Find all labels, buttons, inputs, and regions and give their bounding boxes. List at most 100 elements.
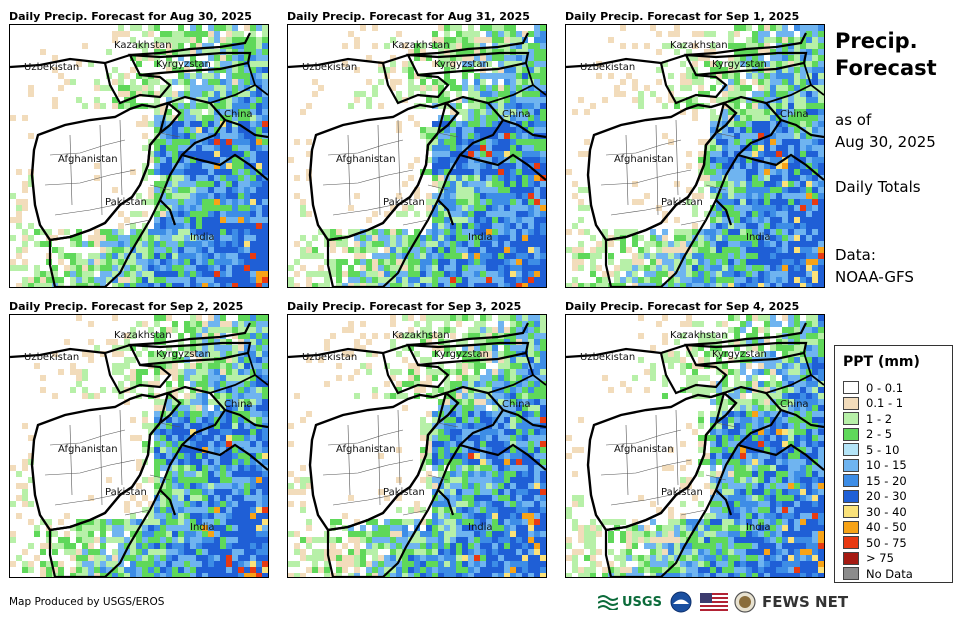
usgs-wave-icon [598,595,618,610]
country-label-kazakhstan: Kazakhstan [392,40,450,51]
country-label-kazakhstan: Kazakhstan [392,330,450,341]
legend-label: 5 - 10 [866,442,900,457]
country-label-kazakhstan: Kazakhstan [670,40,728,51]
noaa-logo-icon [670,591,692,613]
country-label-pakistan: Pakistan [105,487,147,498]
country-label-china: China [780,399,809,410]
country-label-india: India [190,522,215,533]
country-label-china: China [502,109,531,120]
as-of-date: as of Aug 30, 2025 [835,109,936,153]
daily-totals-label: Daily Totals [835,178,921,196]
legend-item: > 75 [843,551,894,566]
legend-label: 50 - 75 [866,535,907,550]
as-of-value: Aug 30, 2025 [835,133,936,151]
legend-item: 0 - 0.1 [843,380,903,395]
legend-swatch [843,505,859,518]
country-label-afghanistan: Afghanistan [58,154,118,165]
country-label-pakistan: Pakistan [661,487,703,498]
country-label-afghanistan: Afghanistan [336,154,396,165]
legend-swatch [843,381,859,394]
logo-strip: USGS FEWS NET [598,590,848,614]
precip-map: Kazakhstan Uzbekistan Kyrgyzstan China A… [287,24,547,288]
country-label-uzbekistan: Uzbekistan [580,62,635,73]
country-label-kazakhstan: Kazakhstan [114,330,172,341]
country-label-china: China [224,399,253,410]
forecast-panel-aug30: Daily Precip. Forecast for Aug 30, 2025 … [9,10,289,295]
legend-item: 15 - 20 [843,473,907,488]
legend-swatch [843,567,859,580]
country-label-afghanistan: Afghanistan [336,444,396,455]
precip-map: Kazakhstan Uzbekistan Kyrgyzstan China A… [9,314,269,578]
country-label-kyrgyzstan: Kyrgyzstan [434,59,489,70]
country-label-china: China [780,109,809,120]
precip-map: Kazakhstan Uzbekistan Kyrgyzstan China A… [565,314,825,578]
data-source: Data: NOAA-GFS [835,244,914,288]
panel-title: Daily Precip. Forecast for Aug 30, 2025 [9,10,252,23]
forecast-title: Precip. Forecast [835,28,937,82]
country-label-kazakhstan: Kazakhstan [114,40,172,51]
country-label-india: India [746,232,771,243]
country-label-uzbekistan: Uzbekistan [302,62,357,73]
precip-map: Kazakhstan Uzbekistan Kyrgyzstan China A… [9,24,269,288]
legend-swatch [843,520,859,534]
legend-swatch [843,443,859,456]
legend-label: 40 - 50 [866,520,907,534]
country-label-afghanistan: Afghanistan [58,444,118,455]
forecast-panel-aug31: Daily Precip. Forecast for Aug 31, 2025 … [287,10,567,295]
legend-swatch [843,474,859,487]
precip-fill [566,315,824,577]
legend-swatch [843,489,859,503]
legend-item: 1 - 2 [843,411,892,426]
legend-item: 40 - 50 [843,520,907,535]
precip-map: Kazakhstan Uzbekistan Kyrgyzstan China A… [565,24,825,288]
country-label-kyrgyzstan: Kyrgyzstan [156,349,211,360]
forecast-panel-sep1: Daily Precip. Forecast for Sep 1, 2025 K… [565,10,845,295]
legend-label: 1 - 2 [866,411,893,426]
panel-title: Daily Precip. Forecast for Sep 1, 2025 [565,10,800,23]
panel-title: Daily Precip. Forecast for Sep 4, 2025 [565,300,800,313]
legend-label: 30 - 40 [866,504,907,519]
legend-item: No Data [843,566,913,581]
precip-fill [566,25,824,287]
country-label-china: China [224,109,253,120]
legend-item: 2 - 5 [843,427,892,442]
forecast-panel-sep4: Daily Precip. Forecast for Sep 4, 2025 K… [565,300,845,585]
legend-swatch [843,458,859,472]
precip-fill [288,315,546,577]
legend-swatch [843,396,859,410]
as-of-label: as of [835,111,872,129]
fews-net-logo: FEWS NET [761,593,849,611]
country-label-pakistan: Pakistan [383,197,425,208]
country-label-uzbekistan: Uzbekistan [24,62,79,73]
country-label-india: India [468,232,493,243]
usaid-seal-icon [734,591,756,613]
country-label-afghanistan: Afghanistan [614,444,674,455]
country-label-pakistan: Pakistan [383,487,425,498]
country-label-china: China [502,399,531,410]
legend-item: 10 - 15 [843,458,907,473]
legend-item: 30 - 40 [843,504,907,519]
legend-label: 20 - 30 [866,489,907,503]
map-credit: Map Produced by USGS/EROS [9,596,165,608]
country-label-uzbekistan: Uzbekistan [580,352,635,363]
legend-item: 20 - 30 [843,489,907,504]
precip-map: Kazakhstan Uzbekistan Kyrgyzstan China A… [287,314,547,578]
country-label-uzbekistan: Uzbekistan [24,352,79,363]
forecast-panel-sep2: Daily Precip. Forecast for Sep 2, 2025 K… [9,300,289,585]
forecast-title-line1: Precip. [835,29,918,53]
legend-swatch [843,536,859,549]
legend-label: 15 - 20 [866,473,907,488]
country-label-uzbekistan: Uzbekistan [302,352,357,363]
legend-label: > 75 [866,551,894,565]
legend-item: 5 - 10 [843,442,899,457]
country-label-pakistan: Pakistan [105,197,147,208]
panel-title: Daily Precip. Forecast for Sep 2, 2025 [9,300,244,313]
forecast-panel-sep3: Daily Precip. Forecast for Sep 3, 2025 K… [287,300,567,585]
country-label-kyrgyzstan: Kyrgyzstan [156,59,211,70]
legend-swatch [843,412,859,425]
legend-label: 0 - 0.1 [866,380,904,395]
legend-label: No Data [866,566,913,581]
legend-swatch [843,551,859,565]
us-flag-icon [699,593,728,611]
